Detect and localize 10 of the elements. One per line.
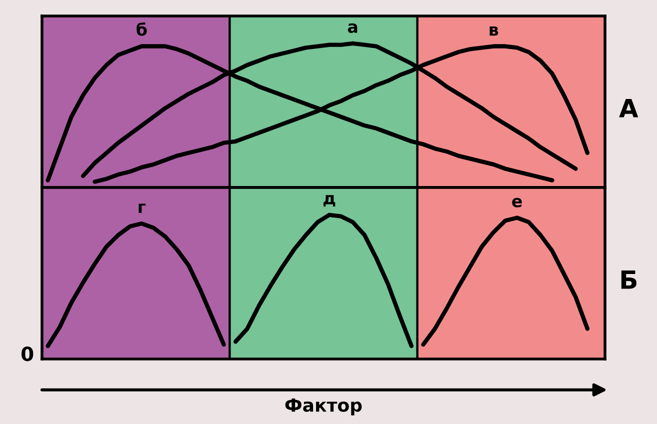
x-axis-title: Фактор bbox=[285, 398, 362, 416]
text: 0 bbox=[22, 346, 34, 362]
series-label: а bbox=[348, 23, 358, 33]
series-label: г bbox=[138, 204, 146, 213]
y-axis-title: А bbox=[619, 98, 638, 118]
y-axis-title: Б bbox=[621, 270, 636, 289]
series-label: б bbox=[136, 22, 147, 36]
series-label: д bbox=[324, 195, 336, 207]
series-label: в bbox=[490, 26, 498, 36]
series-label: е bbox=[512, 198, 522, 208]
